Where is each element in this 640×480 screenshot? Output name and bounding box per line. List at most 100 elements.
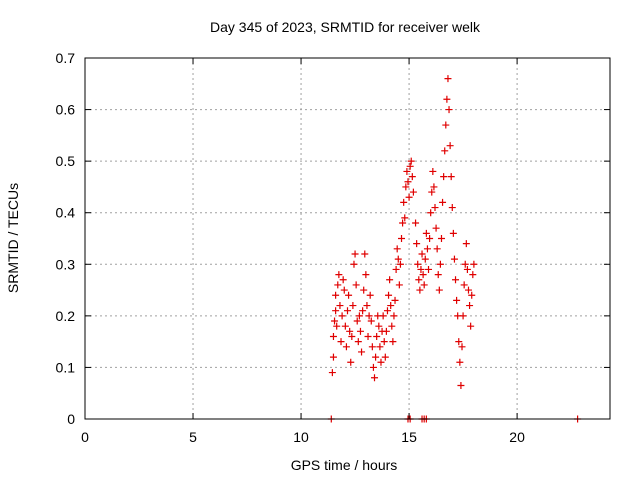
data-point bbox=[338, 312, 346, 320]
y-tick-label: 0.1 bbox=[56, 359, 76, 375]
data-point bbox=[427, 209, 435, 217]
y-tick-label: 0.4 bbox=[56, 205, 76, 221]
data-point bbox=[433, 245, 441, 253]
data-point bbox=[441, 147, 449, 155]
data-point bbox=[447, 173, 455, 181]
data-point bbox=[401, 214, 409, 222]
data-point bbox=[469, 271, 477, 279]
y-axis-label: SRMTID / TECUs bbox=[5, 183, 21, 293]
data-point bbox=[382, 327, 390, 335]
data-point bbox=[460, 281, 468, 289]
data-point bbox=[453, 296, 461, 304]
data-point bbox=[422, 229, 430, 237]
data-point bbox=[336, 302, 344, 310]
y-tick-label: 0.2 bbox=[56, 308, 76, 324]
data-point bbox=[432, 224, 440, 232]
y-tick-label: 0.3 bbox=[56, 256, 76, 272]
data-point bbox=[413, 240, 421, 248]
y-tick-label: 0.6 bbox=[56, 102, 76, 118]
data-point bbox=[450, 255, 458, 263]
data-point bbox=[439, 198, 447, 206]
data-point bbox=[444, 75, 452, 83]
data-point bbox=[389, 338, 397, 346]
data-point bbox=[368, 343, 376, 351]
x-axis-label: GPS time / hours bbox=[291, 457, 398, 473]
data-point bbox=[463, 265, 471, 273]
data-point bbox=[337, 338, 345, 346]
data-point bbox=[461, 260, 469, 268]
data-point bbox=[332, 307, 340, 315]
x-tick-label: 0 bbox=[81, 429, 89, 445]
y-tick-label: 0 bbox=[67, 411, 75, 427]
data-point bbox=[407, 157, 415, 165]
data-point bbox=[392, 265, 400, 273]
data-point bbox=[394, 255, 402, 263]
data-point bbox=[373, 332, 381, 340]
data-point bbox=[353, 317, 361, 325]
data-point bbox=[434, 271, 442, 279]
data-point bbox=[363, 302, 371, 310]
data-point bbox=[345, 291, 353, 299]
data-point bbox=[375, 322, 383, 330]
data-point bbox=[396, 260, 404, 268]
data-point bbox=[408, 173, 416, 181]
data-point bbox=[349, 302, 357, 310]
data-point bbox=[329, 353, 337, 361]
data-point bbox=[404, 178, 412, 186]
data-point bbox=[361, 250, 369, 258]
data-point bbox=[341, 322, 349, 330]
data-point bbox=[339, 276, 347, 284]
data-point bbox=[342, 343, 350, 351]
data-point bbox=[364, 332, 372, 340]
data-point bbox=[385, 291, 393, 299]
data-point bbox=[431, 204, 439, 212]
data-point bbox=[335, 271, 343, 279]
data-point bbox=[400, 198, 408, 206]
data-point bbox=[332, 291, 340, 299]
chart-title: Day 345 of 2023, SRMTID for receiver wel… bbox=[210, 19, 481, 35]
data-point bbox=[462, 240, 470, 248]
data-point bbox=[402, 183, 410, 191]
data-point bbox=[376, 343, 384, 351]
data-point bbox=[456, 358, 464, 366]
data-point bbox=[409, 188, 417, 196]
data-point bbox=[331, 317, 339, 325]
data-point bbox=[458, 343, 466, 351]
data-point bbox=[468, 291, 476, 299]
data-point bbox=[352, 281, 360, 289]
data-point bbox=[379, 312, 387, 320]
data-point bbox=[329, 332, 337, 340]
x-tick-label: 15 bbox=[401, 429, 417, 445]
data-point bbox=[403, 167, 411, 175]
data-point bbox=[383, 307, 391, 315]
data-point bbox=[362, 271, 370, 279]
data-point bbox=[420, 281, 428, 289]
data-point bbox=[347, 358, 355, 366]
data-point bbox=[390, 312, 398, 320]
data-point bbox=[393, 245, 401, 253]
data-point bbox=[358, 348, 366, 356]
data-point bbox=[369, 363, 377, 371]
data-point bbox=[333, 322, 341, 330]
data-point bbox=[470, 260, 478, 268]
data-point bbox=[406, 162, 414, 170]
data-point bbox=[348, 332, 356, 340]
y-tick-label: 0.7 bbox=[56, 50, 76, 66]
data-point bbox=[387, 302, 395, 310]
data-point bbox=[414, 260, 422, 268]
data-point bbox=[355, 312, 363, 320]
data-point bbox=[436, 260, 444, 268]
data-point bbox=[344, 307, 351, 315]
data-point bbox=[430, 183, 438, 191]
data-point bbox=[435, 286, 443, 294]
data-point bbox=[360, 286, 368, 294]
data-point bbox=[442, 121, 450, 129]
data-point bbox=[440, 173, 448, 181]
gridlines bbox=[85, 58, 610, 419]
data-point bbox=[391, 296, 399, 304]
data-point bbox=[328, 369, 336, 377]
data-point bbox=[356, 327, 364, 335]
data-point bbox=[381, 353, 389, 361]
data-point bbox=[371, 374, 379, 382]
data-point bbox=[380, 338, 388, 346]
